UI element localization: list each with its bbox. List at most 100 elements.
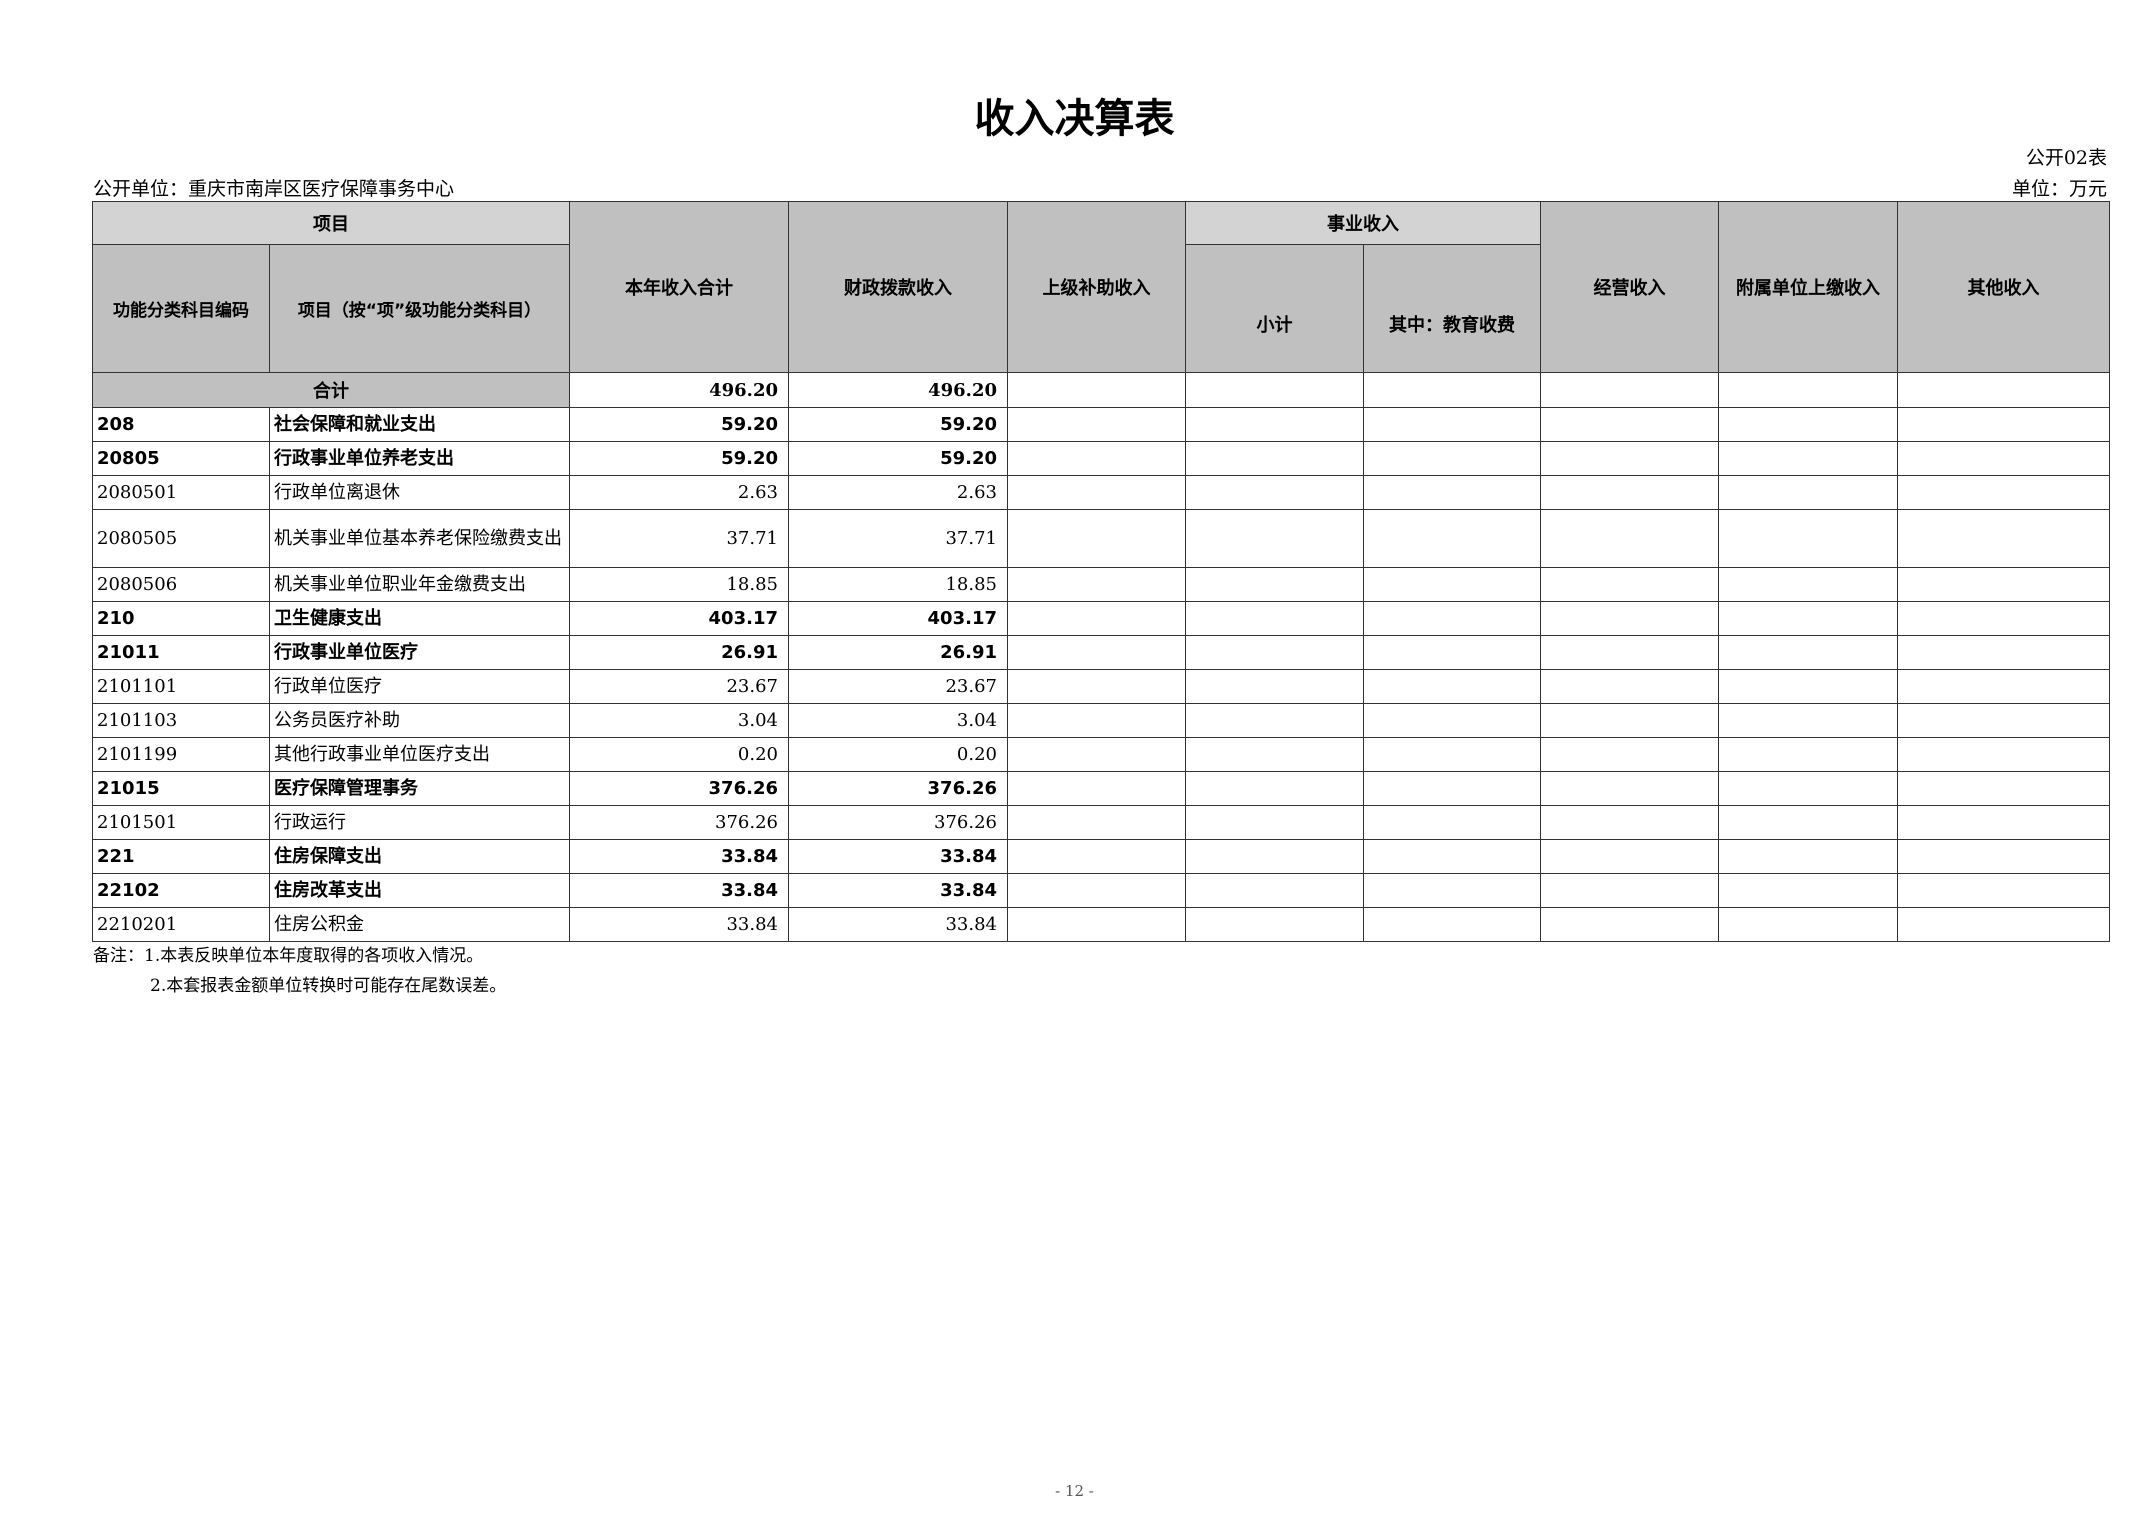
empty-cell: [1718, 635, 1898, 670]
row-total: 59.20: [569, 441, 789, 476]
empty-cell: [1363, 839, 1541, 874]
empty-cell: [1007, 907, 1186, 942]
row-fiscal: 0.20: [788, 737, 1008, 772]
empty-cell: [1185, 407, 1364, 442]
empty-cell: [1718, 475, 1898, 510]
table-row: 22102 住房改革支出 33.84 33.84: [92, 873, 2110, 908]
row-total: 3.04: [569, 703, 789, 738]
total-fiscal: 496.20: [788, 372, 1008, 408]
table-row: 2080501 行政单位离退休 2.63 2.63: [92, 475, 2110, 510]
empty-cell: [1185, 805, 1364, 840]
empty-cell: [1007, 567, 1186, 602]
row-fiscal: 376.26: [788, 805, 1008, 840]
empty-cell: [1363, 703, 1541, 738]
row-fiscal: 18.85: [788, 567, 1008, 602]
row-fiscal: 23.67: [788, 669, 1008, 704]
empty-cell: [1185, 669, 1364, 704]
header-business-group: 事业收入: [1185, 201, 1541, 245]
empty-cell: [1540, 567, 1719, 602]
empty-cell: [1540, 407, 1719, 442]
row-fiscal: 33.84: [788, 839, 1008, 874]
empty-cell: [1718, 873, 1898, 908]
row-code: 21015: [92, 771, 270, 806]
empty-cell: [1007, 407, 1186, 442]
empty-cell: [1718, 771, 1898, 806]
row-name: 公务员医疗补助: [269, 703, 570, 738]
row-name: 行政事业单位医疗: [269, 635, 570, 670]
empty-cell: [1007, 839, 1186, 874]
empty-cell: [1718, 737, 1898, 772]
empty-cell: [1897, 907, 2110, 942]
row-total: 23.67: [569, 669, 789, 704]
form-number: 公开02表: [2025, 147, 2107, 169]
empty-cell: [1007, 805, 1186, 840]
total-income: 496.20: [569, 372, 789, 408]
row-total: 403.17: [569, 601, 789, 636]
empty-cell: [1540, 635, 1719, 670]
empty-cell: [1185, 441, 1364, 476]
header-item-group: 项目: [92, 201, 570, 245]
empty-cell: [1363, 441, 1541, 476]
total-row: 合计 496.20 496.20: [92, 372, 2110, 408]
row-name: 行政事业单位养老支出: [269, 441, 570, 476]
empty-cell: [1185, 475, 1364, 510]
empty-cell: [1363, 567, 1541, 602]
empty-cell: [1897, 873, 2110, 908]
empty-cell: [1718, 567, 1898, 602]
table-row: 2101199 其他行政事业单位医疗支出 0.20 0.20: [92, 737, 2110, 772]
empty-cell: [1007, 601, 1186, 636]
row-name: 住房改革支出: [269, 873, 570, 908]
row-code: 22102: [92, 873, 270, 908]
row-name: 行政运行: [269, 805, 570, 840]
header-education: 其中：教育收费: [1363, 244, 1541, 373]
header-fiscal: 财政拨款收入: [788, 201, 1008, 373]
empty-cell: [1897, 805, 2110, 840]
header-operating: 经营收入: [1540, 201, 1719, 373]
header-code: 功能分类科目编码: [92, 244, 270, 373]
row-name: 住房公积金: [269, 907, 570, 942]
empty-cell: [1718, 907, 1898, 942]
row-fiscal: 37.71: [788, 509, 1008, 568]
empty-cell: [1897, 635, 2110, 670]
empty-cell: [1185, 635, 1364, 670]
note-2: 2.本套报表金额单位转换时可能存在尾数误差。: [150, 976, 507, 996]
table-row: 221 住房保障支出 33.84 33.84: [92, 839, 2110, 874]
page-number: - 12 -: [1055, 1482, 1094, 1500]
empty-cell: [1363, 669, 1541, 704]
header-affiliated: 附属单位上缴收入: [1718, 201, 1898, 373]
empty-cell: [1540, 839, 1719, 874]
row-name: 其他行政事业单位医疗支出: [269, 737, 570, 772]
empty-cell: [1718, 509, 1898, 568]
empty-cell: [1363, 601, 1541, 636]
row-code: 2210201: [92, 907, 270, 942]
empty-cell: [1540, 771, 1719, 806]
empty-cell: [1897, 509, 2110, 568]
empty-cell: [1540, 907, 1719, 942]
empty-cell: [1718, 601, 1898, 636]
empty-cell: [1185, 839, 1364, 874]
table-row: 21015 医疗保障管理事务 376.26 376.26: [92, 771, 2110, 806]
empty-cell: [1897, 441, 2110, 476]
empty-cell: [1540, 509, 1719, 568]
header-name: 项目（按“项”级功能分类科目）: [269, 244, 570, 373]
row-total: 33.84: [569, 907, 789, 942]
empty-cell: [1540, 805, 1719, 840]
row-total: 376.26: [569, 805, 789, 840]
row-name: 卫生健康支出: [269, 601, 570, 636]
row-name: 社会保障和就业支出: [269, 407, 570, 442]
row-total: 2.63: [569, 475, 789, 510]
empty-cell: [1718, 407, 1898, 442]
row-total: 33.84: [569, 873, 789, 908]
row-fiscal: 376.26: [788, 771, 1008, 806]
empty-cell: [1185, 703, 1364, 738]
table-row: 2080506 机关事业单位职业年金缴费支出 18.85 18.85: [92, 567, 2110, 602]
empty-cell: [1363, 737, 1541, 772]
empty-cell: [1185, 873, 1364, 908]
empty-cell: [1897, 407, 2110, 442]
row-code: 20805: [92, 441, 270, 476]
page-title: 收入决算表: [974, 96, 1175, 142]
empty-cell: [1897, 737, 2110, 772]
table-row: 2101101 行政单位医疗 23.67 23.67: [92, 669, 2110, 704]
table-row: 2080505 机关事业单位基本养老保险缴费支出 37.71 37.71: [92, 509, 2110, 568]
table-row: 2101501 行政运行 376.26 376.26: [92, 805, 2110, 840]
